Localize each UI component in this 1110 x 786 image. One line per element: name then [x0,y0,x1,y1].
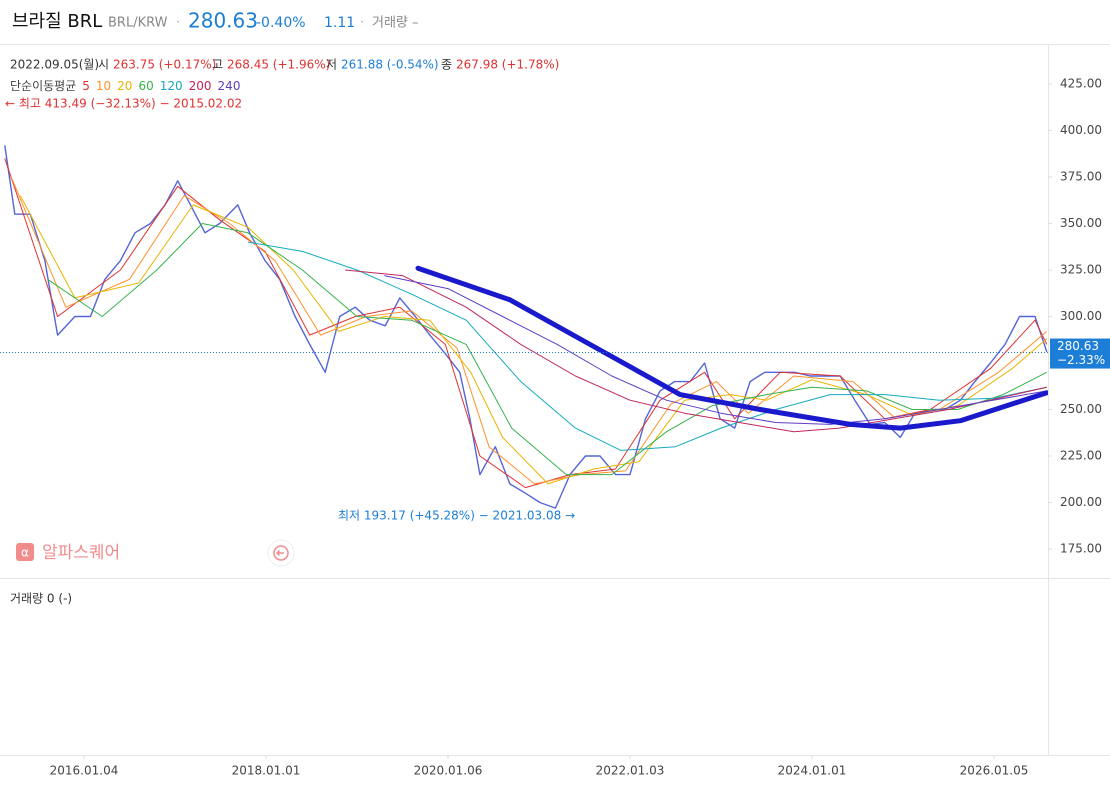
info-label: 종 [441,58,452,72]
trend-line [415,265,1048,431]
reset-icon[interactable] [273,545,289,561]
moving-average [47,223,1048,476]
current-price-label: 280.63 [1057,339,1099,353]
legend-item: 10 [96,79,111,93]
y-tick-label: 400.00 [1060,123,1102,137]
x-tick-label: 2024.01.01 [778,764,847,778]
legend-item: 240 [218,79,241,93]
y-tick-label: 375.00 [1060,170,1102,184]
header-change: -0.40% [256,15,306,31]
min-annotation: 최저 193.17 (+45.28%) − 2021.03.08 → [338,509,575,523]
x-tick-label: 2020.01.06 [414,764,483,778]
info-label: 시 [98,58,109,72]
reset-arrow[interactable] [275,549,284,557]
legend-item: 5 [82,79,90,93]
y-tick-label: 325.00 [1060,263,1102,277]
info-label: 저 [326,58,337,72]
watermark-logo-glyph: α [21,546,29,560]
y-tick-label: 425.00 [1060,77,1102,91]
info-label: 고 [212,58,223,72]
moving-average [247,241,1047,451]
asset-name: 브라질 BRL [12,11,102,32]
current-price-tag [1050,338,1110,369]
separator: · [176,16,180,31]
x-tick-label: 2022.01.03 [596,764,665,778]
legend-item: 200 [189,79,212,93]
legend-title: 단순이동평균 [10,79,76,93]
legend-item: 60 [138,79,153,93]
y-tick-label: 350.00 [1060,216,1102,230]
y-tick-label: 225.00 [1060,449,1102,463]
header-volume: 거래량 – [372,16,419,31]
y-tick-label: 175.00 [1060,541,1102,555]
volume-label: 거래량 0 (-) [10,592,72,606]
x-tick-label: 2016.01.04 [50,764,119,778]
info-date: 2022.09.05(월) [10,58,99,72]
info-open: 263.75 (+0.17%) [113,58,216,72]
max-annotation: ← 최고 413.49 (−32.13%) − 2015.02.02 [5,97,242,111]
plot-area [4,145,1048,509]
header-extra: 1.11 [324,15,355,31]
moving-average [19,195,1048,485]
info-close: 267.98 (+1.78%) [456,58,559,72]
legend: 단순이동평균 5 10 20 60 120 200 240 [10,79,240,93]
legend-item: 20 [117,79,132,93]
current-change-label: −2.33% [1057,353,1105,367]
pair: BRL/KRW [108,16,168,31]
separator: · [360,16,364,31]
y-tick-label: 250.00 [1060,402,1102,416]
moving-average [10,176,1048,485]
info-low: 261.88 (-0.54%) [341,58,439,72]
watermark: 알파스퀘어 [42,543,120,563]
legend-item: 120 [160,79,183,93]
info-high: 268.45 (+1.96%) [227,58,330,72]
y-tick-label: 200.00 [1060,495,1102,509]
moving-average [345,269,1047,433]
x-tick-label: 2018.01.01 [232,764,301,778]
watermark-logo [16,543,34,561]
moving-average [384,275,1047,425]
x-tick-label: 2026.01.05 [960,764,1029,778]
header-price: 280.63 [188,9,258,33]
y-tick-label: 300.00 [1060,309,1102,323]
